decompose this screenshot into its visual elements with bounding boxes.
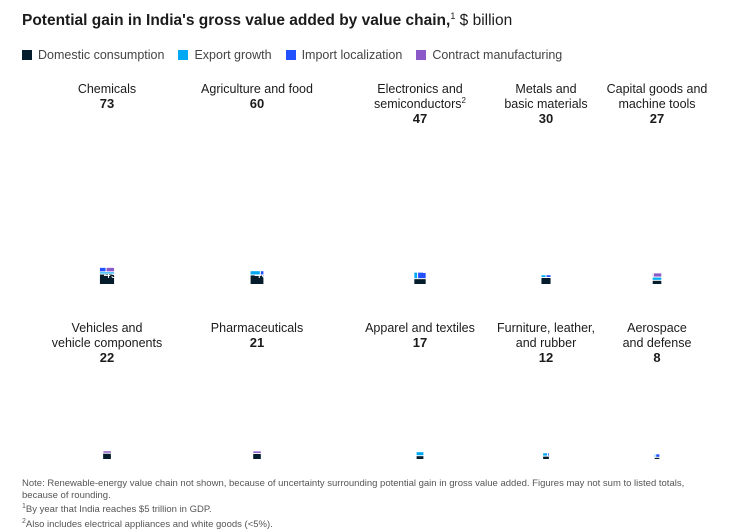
category-name-cat7: Apparel and textiles: [365, 321, 475, 335]
segment-export-cat2: [414, 273, 417, 279]
footnotes: Note: Renewable-energy value chain not s…: [22, 478, 722, 530]
label-import-cat9: 4: [660, 441, 667, 455]
category-total-cat5: 22: [100, 350, 114, 365]
segment-contract-cat5: [103, 451, 111, 452]
category-total-cat7: 17: [413, 335, 427, 350]
segment-import-cat9: [656, 454, 659, 457]
segment-export-cat9: [655, 454, 656, 457]
segment-import-cat8: [548, 453, 549, 455]
category-name-cat8: Furniture, leather,and rubber: [497, 321, 595, 350]
footnote-note-cont: because of rounding.: [22, 490, 722, 502]
label-import-cat1: 4: [265, 258, 272, 272]
category-total-cat1: 60: [250, 96, 264, 111]
category-name-cat1: Agriculture and food: [201, 82, 313, 96]
footnote-note-cont-text: because of rounding.: [22, 490, 111, 501]
segment-domestic-cat7: [417, 456, 424, 459]
footnote-1: 1By year that India reaches $5 trillion …: [22, 501, 722, 516]
segment-domestic-cat8: [543, 457, 549, 459]
category-total-cat8: 12: [539, 350, 553, 365]
footnote-2-text: Also includes electrical appliances and …: [26, 519, 273, 530]
label-import-cat3: 4: [551, 261, 558, 275]
segment-contract-cat6: [253, 451, 260, 453]
label-contract-cat6: 1: [254, 437, 261, 451]
label-contract-cat5: 1: [104, 437, 111, 451]
category-total-cat2: 47: [413, 111, 427, 126]
label-import-cat2: 18: [422, 262, 436, 276]
segment-domestic-cat9: [655, 458, 660, 459]
footnote-note: Note: Renewable-energy value chain not s…: [22, 478, 722, 490]
category-name-cat0: Chemicals: [78, 82, 136, 96]
segment-import-cat3: [547, 275, 551, 277]
category-name-cat6: Pharmaceuticals: [211, 321, 303, 335]
footnote-note-text: Note: Renewable-energy value chain not s…: [22, 478, 684, 489]
category-total-cat6: 21: [250, 335, 264, 350]
category-total-cat0: 73: [100, 96, 114, 111]
label-export-cat7: 10: [421, 439, 435, 453]
label-contract-cat0: 1: [107, 255, 114, 269]
category-total-cat9: 8: [653, 350, 660, 365]
label-contract-cat4: 1: [654, 261, 661, 275]
segment-import-cat1: [261, 271, 264, 274]
segment-export-cat3: [541, 275, 545, 277]
footnote-1-text: By year that India reaches $5 trillion i…: [26, 504, 212, 515]
category-total-cat4: 27: [650, 111, 664, 126]
category-total-cat3: 30: [539, 111, 553, 126]
label-import-cat8: 1: [552, 440, 559, 454]
segment-domestic-cat4: [653, 281, 662, 284]
